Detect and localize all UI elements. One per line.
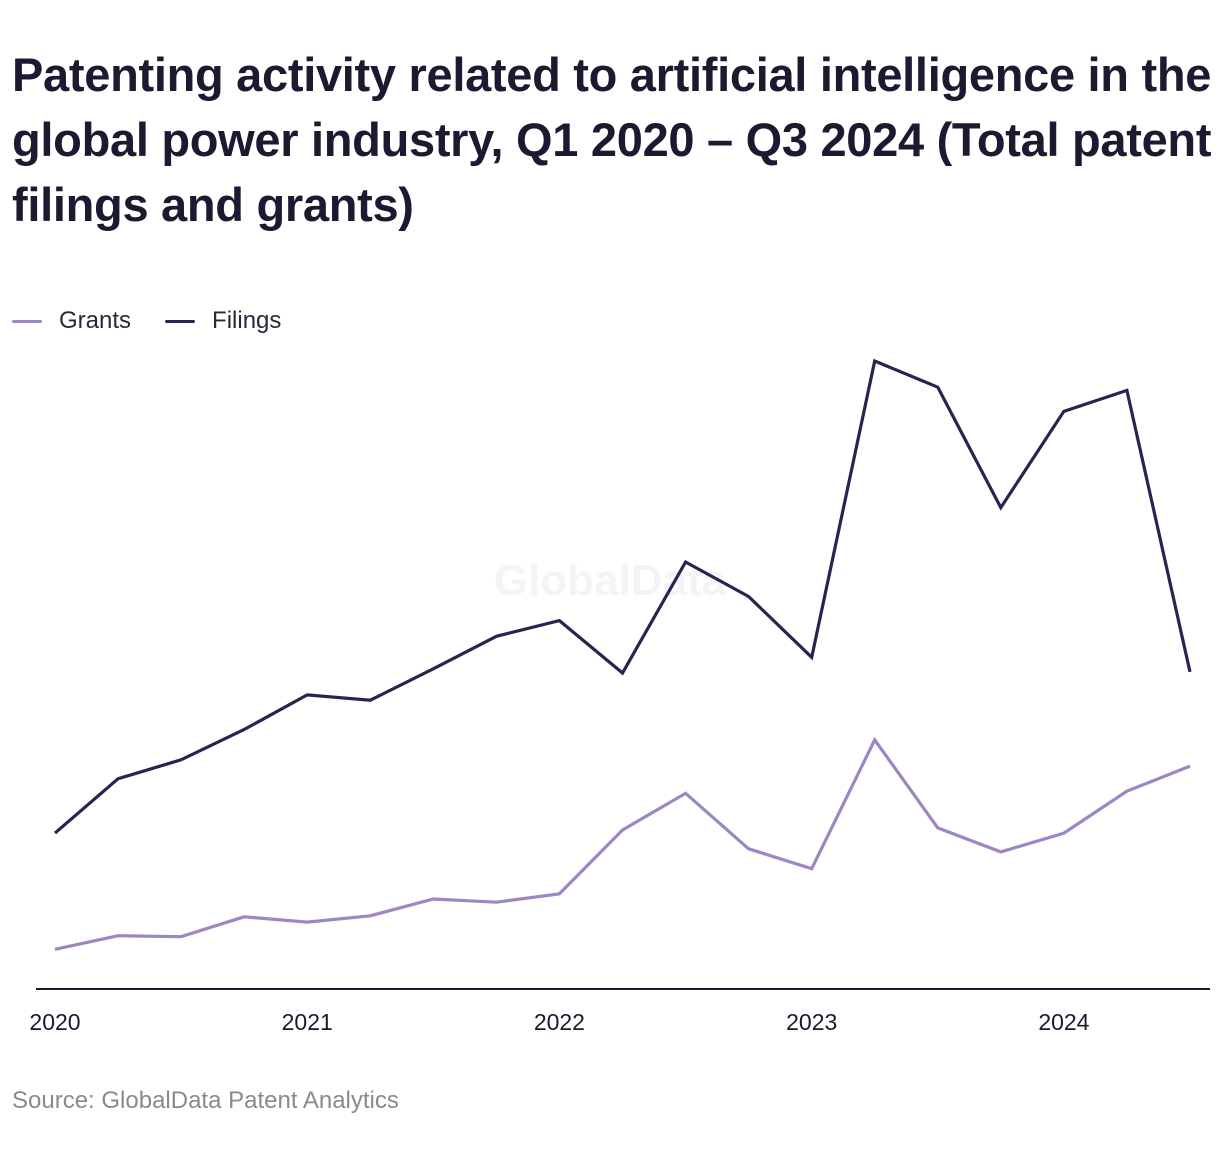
x-tick-label: 2020 (29, 1009, 80, 1035)
legend-label-filings: Filings (212, 307, 282, 334)
data-point-filings[interactable] (679, 555, 693, 569)
data-point-grants[interactable] (931, 821, 945, 835)
data-point-grants[interactable] (1183, 759, 1197, 773)
data-point-grants[interactable] (489, 895, 503, 909)
x-axis-ticks: 2020 2021 2022 2023 2024 (29, 1009, 1089, 1035)
legend-item-filings[interactable]: Filings (165, 307, 281, 335)
data-point-grants[interactable] (174, 930, 188, 944)
data-point-grants[interactable] (994, 845, 1008, 859)
data-point-grants[interactable] (426, 892, 440, 906)
data-point-filings[interactable] (426, 662, 440, 676)
data-point-filings[interactable] (742, 590, 756, 604)
data-point-filings[interactable] (931, 380, 945, 394)
legend-label-grants: Grants (59, 307, 132, 334)
data-point-filings[interactable] (237, 723, 251, 737)
legend-swatch-grants (12, 319, 42, 323)
data-point-filings[interactable] (868, 354, 882, 368)
data-point-grants[interactable] (111, 929, 125, 943)
data-point-grants[interactable] (805, 862, 819, 876)
data-point-filings[interactable] (300, 688, 314, 702)
chart-title: Patenting activity related to artificial… (12, 48, 1212, 231)
data-point-grants[interactable] (1120, 784, 1134, 798)
data-point-grants[interactable] (300, 915, 314, 929)
data-point-grants[interactable] (237, 910, 251, 924)
x-tick-label: 2024 (1038, 1009, 1089, 1035)
data-point-grants[interactable] (48, 942, 62, 956)
legend-swatch-filings (165, 319, 196, 323)
legend: Grants Filings (12, 306, 315, 336)
data-point-grants[interactable] (868, 733, 882, 747)
data-point-filings[interactable] (48, 826, 62, 840)
data-point-grants[interactable] (616, 823, 630, 837)
data-point-grants[interactable] (552, 887, 566, 901)
series-line-filings (53, 358, 1192, 835)
data-point-filings[interactable] (616, 666, 630, 680)
data-point-grants[interactable] (742, 842, 756, 856)
data-point-filings[interactable] (1057, 404, 1071, 418)
series-filings (48, 354, 1197, 840)
x-tick-label: 2022 (534, 1009, 585, 1035)
data-point-grants[interactable] (1057, 826, 1071, 840)
data-point-filings[interactable] (805, 650, 819, 664)
data-point-filings[interactable] (994, 501, 1008, 515)
data-point-filings[interactable] (1120, 383, 1134, 397)
data-point-grants[interactable] (679, 786, 693, 800)
x-tick-label: 2023 (786, 1009, 837, 1035)
data-point-grants[interactable] (363, 909, 377, 923)
data-point-filings[interactable] (1183, 665, 1197, 679)
series-grants (48, 733, 1197, 956)
source-note: Source: GlobalData Patent Analytics (12, 1087, 399, 1114)
x-tick-label: 2021 (282, 1009, 333, 1035)
data-point-filings[interactable] (552, 614, 566, 628)
data-point-filings[interactable] (489, 629, 503, 643)
data-point-filings[interactable] (111, 772, 125, 786)
legend-item-grants[interactable]: Grants (12, 307, 131, 335)
data-point-filings[interactable] (174, 753, 188, 767)
data-point-filings[interactable] (363, 693, 377, 707)
series-line-grants (54, 736, 1191, 951)
series-layer (48, 354, 1197, 956)
